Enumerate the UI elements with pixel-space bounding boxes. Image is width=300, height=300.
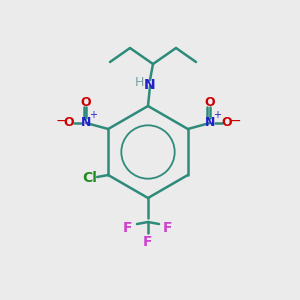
Text: +: + — [213, 110, 221, 120]
Text: F: F — [163, 221, 173, 235]
Text: O: O — [81, 95, 92, 109]
Text: F: F — [123, 221, 133, 235]
Text: H: H — [134, 76, 144, 89]
Text: N: N — [205, 116, 215, 130]
Text: −: − — [230, 114, 242, 128]
Text: O: O — [205, 95, 215, 109]
Text: O: O — [221, 116, 232, 130]
Text: F: F — [143, 235, 153, 249]
Text: Cl: Cl — [83, 171, 98, 185]
Text: −: − — [56, 114, 67, 128]
Text: O: O — [64, 116, 74, 130]
Text: N: N — [144, 78, 156, 92]
Text: N: N — [81, 116, 92, 130]
Text: +: + — [89, 110, 97, 120]
